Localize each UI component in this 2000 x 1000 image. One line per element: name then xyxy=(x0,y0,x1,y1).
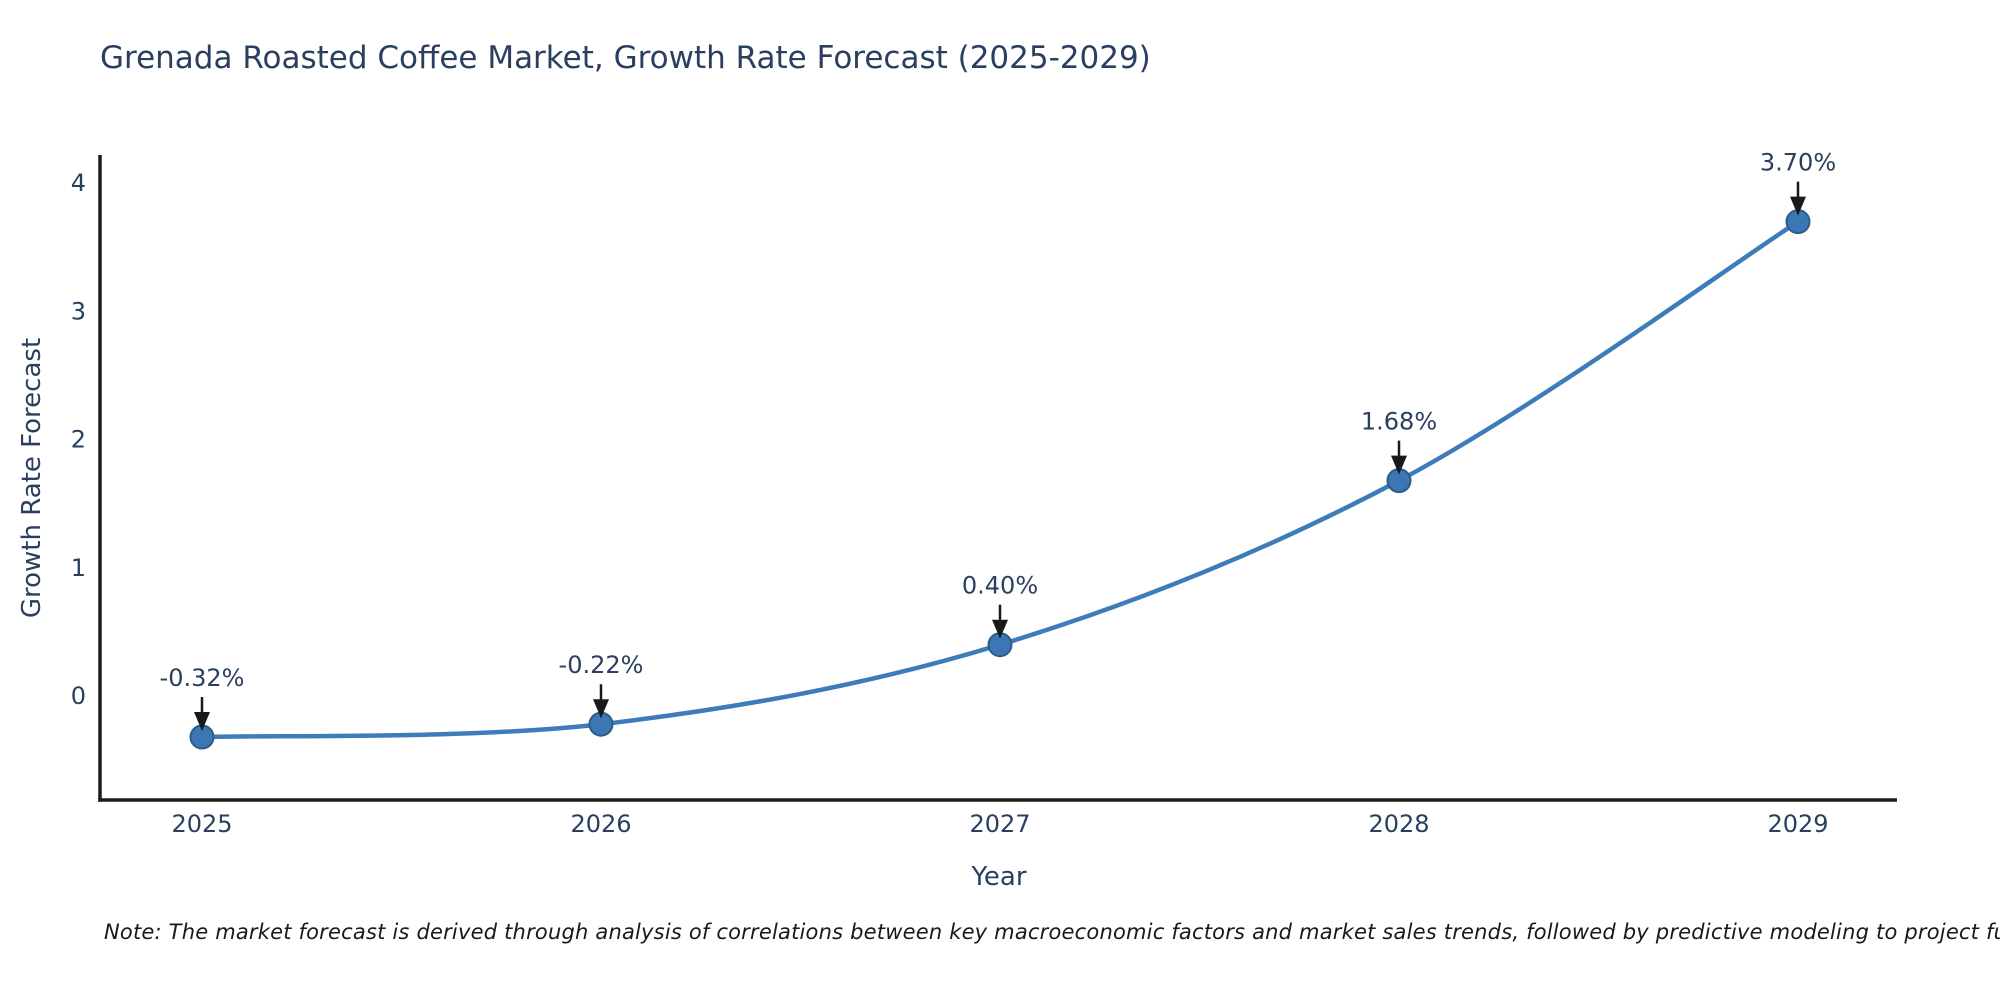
annotation-label: 1.68% xyxy=(1361,408,1437,436)
y-tick-label: 1 xyxy=(71,554,86,582)
x-tick-label: 2028 xyxy=(1368,810,1429,838)
x-tick-label: 2025 xyxy=(171,810,232,838)
annotation-label: -0.32% xyxy=(160,664,245,692)
annotation-arrowhead xyxy=(1391,455,1407,475)
y-tick-label: 2 xyxy=(71,426,86,454)
y-tick-label: 4 xyxy=(71,169,86,197)
annotation-arrowhead xyxy=(1790,196,1806,216)
annotation-label: 0.40% xyxy=(962,572,1038,600)
x-tick-label: 2029 xyxy=(1767,810,1828,838)
chart-footnote: Note: The market forecast is derived thr… xyxy=(104,920,2000,944)
y-tick-label: 0 xyxy=(71,682,86,710)
x-tick-label: 2026 xyxy=(570,810,631,838)
annotation-arrowhead xyxy=(593,699,609,719)
x-axis-title: Year xyxy=(971,862,1027,892)
y-tick-label: 3 xyxy=(71,297,86,325)
x-tick-label: 2027 xyxy=(969,810,1030,838)
series-line xyxy=(199,219,1801,740)
chart-title: Grenada Roasted Coffee Market, Growth Ra… xyxy=(100,40,1151,76)
annotation-arrowhead xyxy=(992,619,1008,639)
annotation-label: 3.70% xyxy=(1760,149,1836,177)
annotation-label: -0.22% xyxy=(559,651,644,679)
annotation-arrowhead xyxy=(194,712,210,732)
